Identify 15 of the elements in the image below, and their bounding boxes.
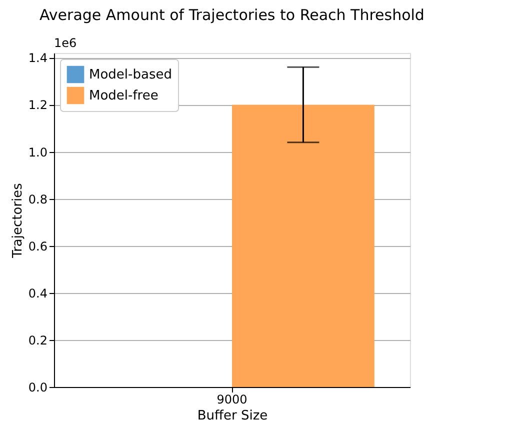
text: 1e6 [54, 36, 77, 50]
legend-label: Model-based [89, 68, 172, 82]
y-tick-label: 0.6 [28, 239, 48, 254]
y-tick-label: 1.2 [28, 98, 48, 112]
y-tick-label: 1.0 [28, 145, 48, 160]
y-tick-label: 1.4 [28, 51, 48, 66]
legend-label: Model-free [89, 88, 158, 104]
y-tick-label: 0.0 [28, 380, 48, 394]
y-tick-label: 0.4 [28, 286, 48, 300]
x-tick-label: 9000 [216, 392, 248, 406]
y-tick-label: 0.2 [28, 333, 48, 348]
y-axis-title: Trajectories [10, 182, 26, 259]
chart-title: Average Amount of Trajectories to Reach Threshold [40, 6, 424, 24]
x-axis-title: Buffer Size [197, 408, 268, 424]
y-tick-label: 0.8 [28, 192, 48, 206]
